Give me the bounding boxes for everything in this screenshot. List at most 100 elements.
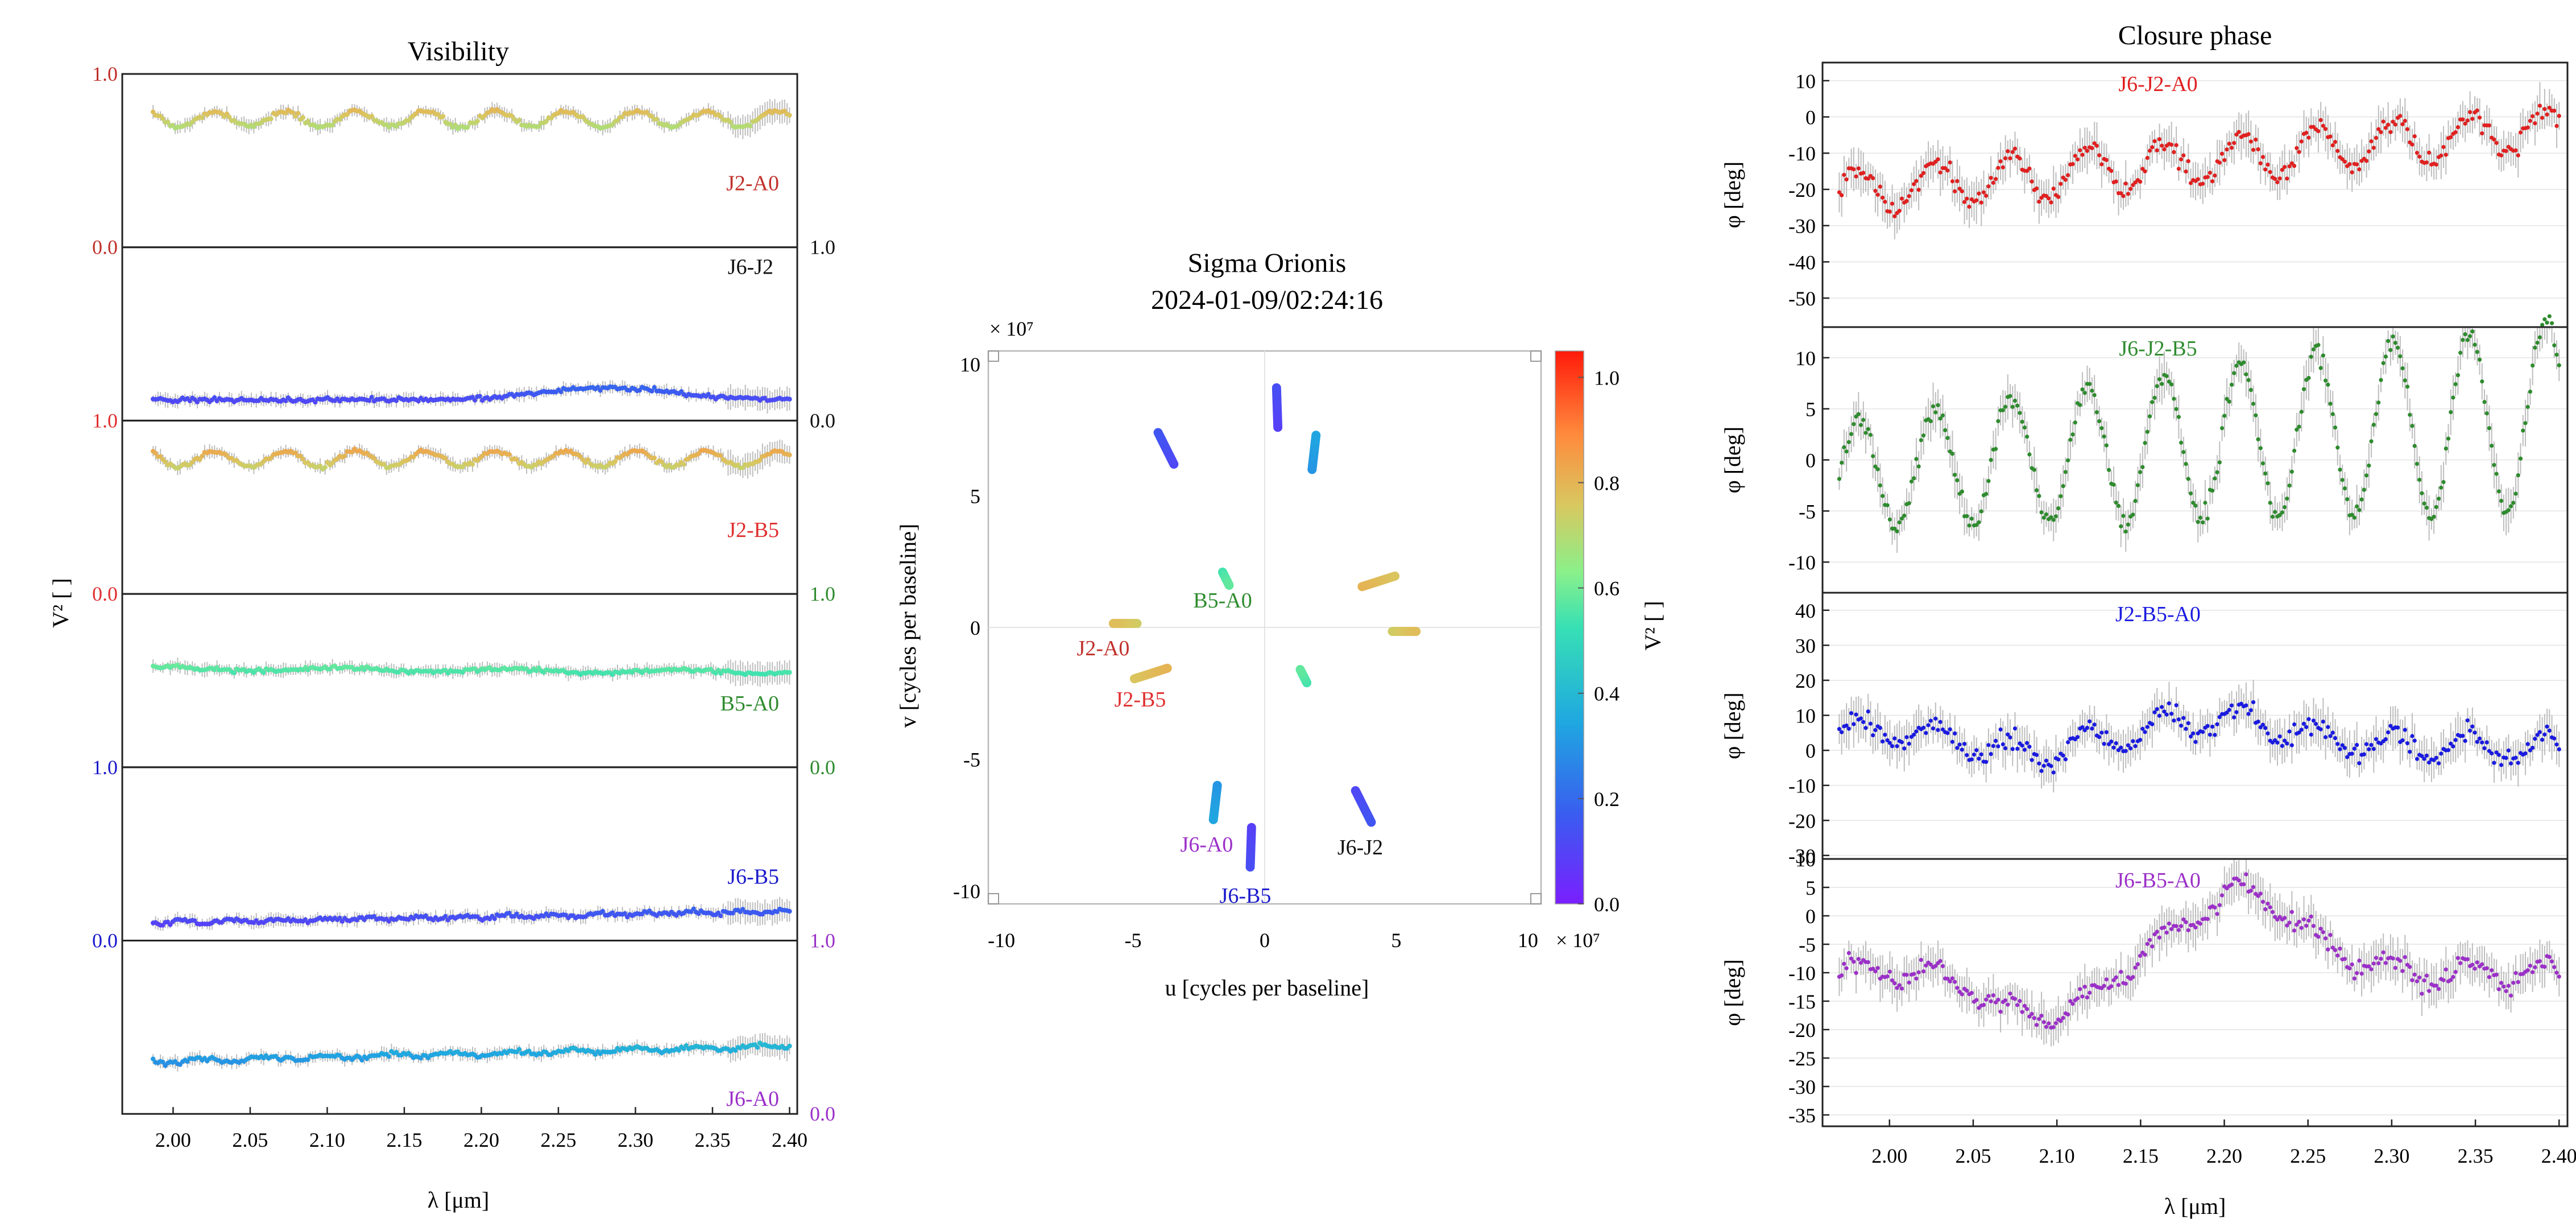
data-point xyxy=(2482,400,2487,404)
data-point xyxy=(718,453,723,458)
data-point xyxy=(2090,389,2094,393)
data-point xyxy=(2225,396,2229,401)
data-point xyxy=(1902,746,1907,751)
data-point xyxy=(1895,529,1899,534)
data-point xyxy=(1989,176,1993,180)
data-point xyxy=(2114,179,2118,184)
data-point xyxy=(1858,423,1863,427)
data-point xyxy=(2473,342,2477,347)
data-point xyxy=(2034,753,2039,757)
data-point xyxy=(2094,143,2099,148)
data-point xyxy=(2434,162,2438,167)
uv-point xyxy=(1366,817,1376,827)
data-point xyxy=(2533,121,2537,126)
uv-coverage-chart: Sigma Orionis 2024-01-09/02:24:16 J2-A0 J2-… xyxy=(895,248,1666,1001)
data-point xyxy=(1914,179,1919,183)
y-tick-label: -10 xyxy=(1788,142,1816,165)
data-point xyxy=(2285,496,2289,501)
data-point xyxy=(1953,189,1957,193)
data-point xyxy=(2439,153,2444,158)
data-point xyxy=(1960,489,1964,494)
data-point xyxy=(2381,361,2386,365)
data-point xyxy=(1861,171,1866,175)
data-point xyxy=(2542,107,2547,111)
visibility-panel-J2-B5: J2-B5 1.0 0.0 xyxy=(92,409,798,605)
data-point xyxy=(2379,130,2383,134)
data-point xyxy=(2391,334,2395,339)
data-point xyxy=(2131,739,2135,743)
data-point xyxy=(2542,317,2547,321)
data-point xyxy=(492,916,498,922)
x-tick-label: -10 xyxy=(988,929,1015,952)
data-point xyxy=(755,1045,760,1050)
uv-track xyxy=(1357,571,1400,592)
data-point xyxy=(1957,187,1962,191)
data-point xyxy=(2138,470,2143,474)
data-point xyxy=(2557,363,2561,367)
data-point xyxy=(1931,726,1936,731)
data-point xyxy=(507,911,512,916)
data-point xyxy=(1885,738,1890,742)
data-point xyxy=(2222,158,2227,163)
data-point xyxy=(2256,437,2260,441)
panel-frame xyxy=(1821,61,2569,328)
data-point xyxy=(2540,323,2545,327)
data-point xyxy=(1945,436,1950,440)
uv-point xyxy=(1357,582,1367,592)
data-point xyxy=(652,385,657,390)
data-point xyxy=(2297,424,2301,429)
data-point xyxy=(2232,371,2237,375)
data-point xyxy=(475,118,480,124)
data-point xyxy=(2229,382,2234,387)
visibility-panel-J6-J2: J6-J2 1.0 0.0 xyxy=(121,236,835,432)
scale-note: × 10⁷ xyxy=(989,317,1034,340)
uv-point xyxy=(1272,383,1281,392)
data-point xyxy=(1957,742,1962,747)
data-point xyxy=(1840,460,1844,465)
y-tick-label: 1.0 xyxy=(92,756,118,779)
data-point xyxy=(1994,447,1998,451)
data-point xyxy=(2355,162,2359,167)
data-point xyxy=(2131,183,2135,187)
data-point xyxy=(2516,153,2520,158)
data-point xyxy=(2374,412,2379,416)
data-point xyxy=(2078,148,2082,152)
data-point xyxy=(1873,189,1878,193)
data-point xyxy=(2090,146,2094,151)
data-point xyxy=(2509,504,2513,509)
data-point xyxy=(2364,473,2369,478)
data-point xyxy=(1919,438,1923,443)
data-point xyxy=(1892,526,1897,531)
x-tick-label: -5 xyxy=(1125,929,1142,952)
uv-point xyxy=(1311,431,1321,440)
x-tick-label: 2.35 xyxy=(694,1129,730,1151)
data-point xyxy=(2434,505,2438,509)
data-point xyxy=(2352,515,2357,520)
data-point xyxy=(2001,408,2005,412)
data-point xyxy=(1883,733,1887,737)
data-point xyxy=(2104,443,2109,448)
data-point xyxy=(2295,146,2299,150)
data-point xyxy=(2492,462,2496,468)
data-point xyxy=(2535,111,2540,116)
data-point xyxy=(2306,135,2311,140)
data-point xyxy=(2330,143,2335,148)
uv-track xyxy=(1217,567,1234,590)
data-point xyxy=(2066,173,2070,177)
data-point xyxy=(2248,139,2253,144)
data-point xyxy=(1904,199,1909,203)
data-point xyxy=(2015,403,2020,408)
data-point xyxy=(1938,720,1943,724)
data-point xyxy=(1962,200,1967,204)
data-point xyxy=(2417,154,2422,159)
data-point xyxy=(2321,123,2325,128)
data-point xyxy=(2114,741,2118,746)
data-point xyxy=(2470,117,2475,121)
data-point xyxy=(2201,181,2205,186)
data-point xyxy=(2260,461,2266,466)
data-point xyxy=(2480,379,2484,384)
data-point xyxy=(2285,176,2289,181)
data-point xyxy=(1907,741,1911,746)
data-point xyxy=(2383,126,2388,130)
data-point xyxy=(2465,338,2470,342)
